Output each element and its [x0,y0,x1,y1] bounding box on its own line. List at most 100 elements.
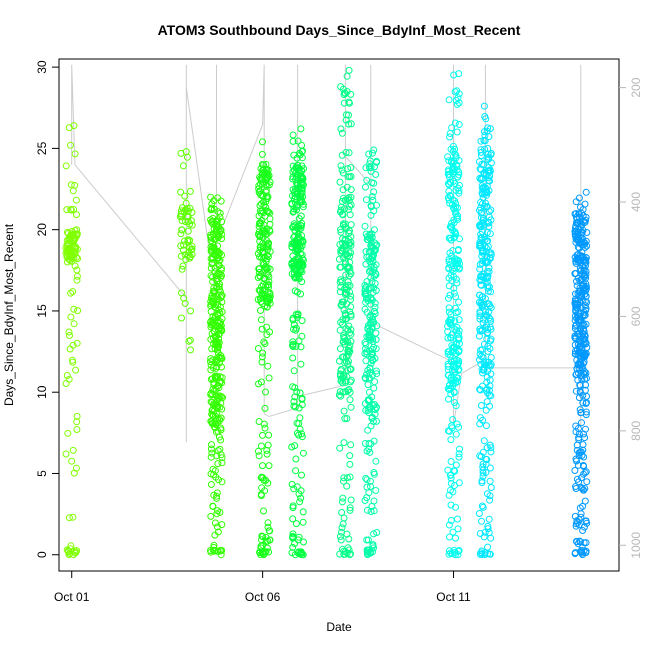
data-point [445,258,453,266]
data-point [188,242,196,250]
data-point [295,253,302,261]
data-point [446,173,454,181]
data-point [367,422,375,430]
data-point [337,83,345,91]
data-point [185,337,193,345]
data-point [450,289,458,297]
data-point [259,234,267,241]
data-point [483,321,490,329]
data-point [577,448,585,456]
data-point [580,266,588,274]
data-point [574,350,582,358]
data-point [479,460,487,468]
data-point [451,467,459,475]
data-point [366,157,374,165]
data-point [453,100,461,108]
data-point [290,269,298,277]
data-point [179,162,187,170]
data-point [454,515,461,523]
data-point [214,394,222,402]
data-point [364,546,372,554]
data-point [214,229,221,237]
data-point [447,517,455,524]
data-point [213,221,221,229]
data-point [480,533,488,541]
data-point [257,165,265,173]
data-point [445,265,453,273]
data-point [257,378,265,386]
data-point [213,489,221,497]
data-point [341,90,349,98]
data-point [581,485,589,492]
data-point [453,128,461,136]
data-point [258,171,266,179]
data-point [447,471,455,479]
y-axis-label: Days_Since_BdyInf_Most_Recent [2,223,16,406]
data-point [369,541,377,549]
data-point [297,172,305,180]
data-point [295,404,303,412]
data-point [346,460,354,468]
data-point [297,494,305,502]
data-point [451,317,459,325]
data-point [484,543,492,551]
data-point [451,88,459,96]
data-point [70,206,78,213]
data-point [578,546,585,554]
data-point [452,154,460,162]
data-point [289,223,297,231]
data-point [347,441,355,449]
data-point [447,271,455,279]
data-point [216,303,224,311]
data-point [342,271,350,279]
data-point [477,209,485,217]
data-point [336,345,344,353]
data-point [184,213,192,221]
data-point [363,476,371,484]
data-point [367,508,375,515]
data-point [214,310,222,317]
data-point [444,153,452,161]
data-point [62,162,70,170]
data-point [365,396,373,404]
data-point [367,483,374,490]
data-point [297,343,305,351]
data-point [361,440,369,447]
data-point [371,163,378,171]
data-point [446,133,454,141]
data-point [290,485,298,493]
data-point [345,197,353,204]
data-point [214,254,222,262]
data-point [207,445,215,453]
data-point [452,275,460,283]
data-point [257,490,265,498]
data-point [257,307,264,314]
data-point [218,355,226,362]
data-point [454,173,462,181]
data-point [339,338,347,346]
data-point [212,400,220,408]
data-point [455,189,463,197]
data-point [72,366,80,374]
data-point [582,350,590,358]
data-point [264,479,272,487]
data-point [346,504,354,512]
data-point [289,131,297,139]
data-point [485,176,493,184]
data-point [580,280,588,288]
data-point [337,392,345,400]
data-point [450,219,458,226]
data-point [582,517,590,525]
data-point [264,519,272,527]
data-point [338,498,346,506]
data-point [480,102,488,110]
data-point [215,283,223,291]
data-point [370,266,378,274]
data-point [453,87,461,95]
data-point [582,188,590,196]
plot-frame [58,58,620,572]
data-point [445,157,453,165]
data-point [266,299,274,307]
data-point [480,437,488,445]
